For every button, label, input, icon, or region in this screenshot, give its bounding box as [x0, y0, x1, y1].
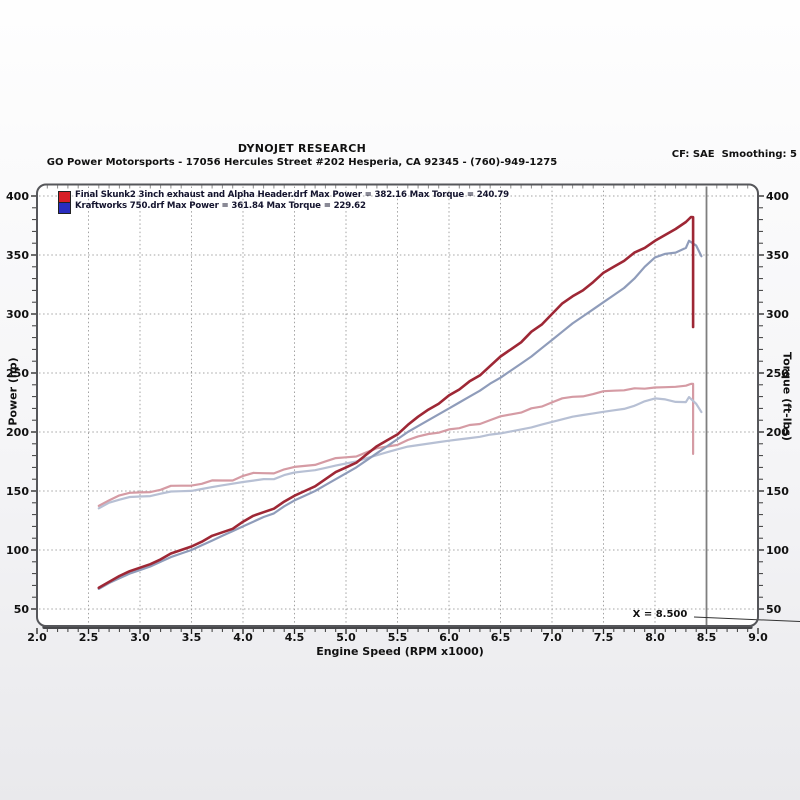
series-torque-red-curve: [97, 382, 695, 507]
report-title: DYNOJET RESEARCH: [237, 142, 367, 155]
x-tick-label: 7.0: [542, 631, 562, 644]
torque-tick-label: 100: [766, 544, 789, 557]
x-tick-label: 6.0: [439, 631, 459, 644]
power-tick-label: 300: [6, 308, 29, 321]
torque-tick-label: 150: [766, 485, 789, 498]
x-tick-label: 4.5: [285, 631, 305, 644]
legend-swatch-blue: [58, 203, 71, 214]
report-header: DYNOJET RESEARCH GO Power Motorsports - …: [0, 142, 604, 168]
x-tick-label: 4.0: [233, 631, 253, 644]
x-tick-label: 9.0: [748, 631, 768, 644]
power-tick-label: 150: [6, 485, 29, 498]
plot-border: [36, 183, 759, 627]
correction-smoothing-label: CF: SAE Smoothing: 5: [671, 149, 797, 160]
series-power-blue-curve: [97, 239, 703, 590]
power-tick-label: 250: [6, 367, 29, 380]
x-tick-label: 8.0: [645, 631, 665, 644]
power-tick-label: 50: [14, 603, 30, 616]
series-torque-blue-curve: [97, 396, 703, 510]
x-tick-label: 2.5: [79, 631, 99, 644]
x-tick-label: 6.5: [491, 631, 511, 644]
power-tick-label: 400: [6, 190, 29, 203]
torque-tick-label: 250: [766, 367, 789, 380]
power-tick-label: 200: [6, 426, 29, 439]
torque-axis-title: Torque (ft-lbs): [780, 352, 794, 441]
dyno-plot-svg[interactable]: 2.0 2.5 3.0 3.5 4.0 4.5 5.0 5.5 6.0 6.5 7.0 7.5 8.0 8…: [0, 176, 800, 686]
x-tick-label: 2.0: [27, 631, 47, 644]
cursor-position-label: X = 8.500: [632, 609, 688, 620]
torque-tick-label: 300: [766, 308, 789, 321]
legend-entry-run2: Kraftworks 750.drf Max Power = 361.84 Ma…: [75, 201, 366, 211]
x-tick-label: 5.0: [336, 631, 356, 644]
x-tick-label: 3.0: [130, 631, 150, 644]
chart-legend[interactable]: Final Skunk2 3inch exhaust and Alpha Hea…: [58, 190, 509, 214]
x-tick-label: 5.5: [388, 631, 408, 644]
legend-swatch-red: [58, 191, 71, 203]
cursor-leader-line: [693, 616, 800, 623]
torque-tick-label: 350: [766, 249, 789, 262]
torque-tick-label: 200: [766, 426, 789, 439]
legend-swatches: [58, 191, 71, 214]
power-tick-label: 350: [6, 249, 29, 262]
x-tick-label: 8.5: [697, 631, 717, 644]
x-tick-label: 7.5: [594, 631, 614, 644]
power-tick-label: 100: [6, 544, 29, 557]
torque-tick-label: 50: [766, 603, 782, 616]
rpm-axis-title: Engine Speed (RPM x1000): [316, 645, 484, 658]
series-power-red-curve: [97, 215, 695, 590]
report-subtitle: GO Power Motorsports - 17056 Hercules St…: [46, 157, 558, 168]
x-tick-label: 3.5: [182, 631, 202, 644]
power-axis-title: Power (hp): [6, 357, 20, 426]
legend-entry-run1: Final Skunk2 3inch exhaust and Alpha Hea…: [75, 190, 510, 200]
torque-tick-label: 400: [766, 190, 789, 203]
